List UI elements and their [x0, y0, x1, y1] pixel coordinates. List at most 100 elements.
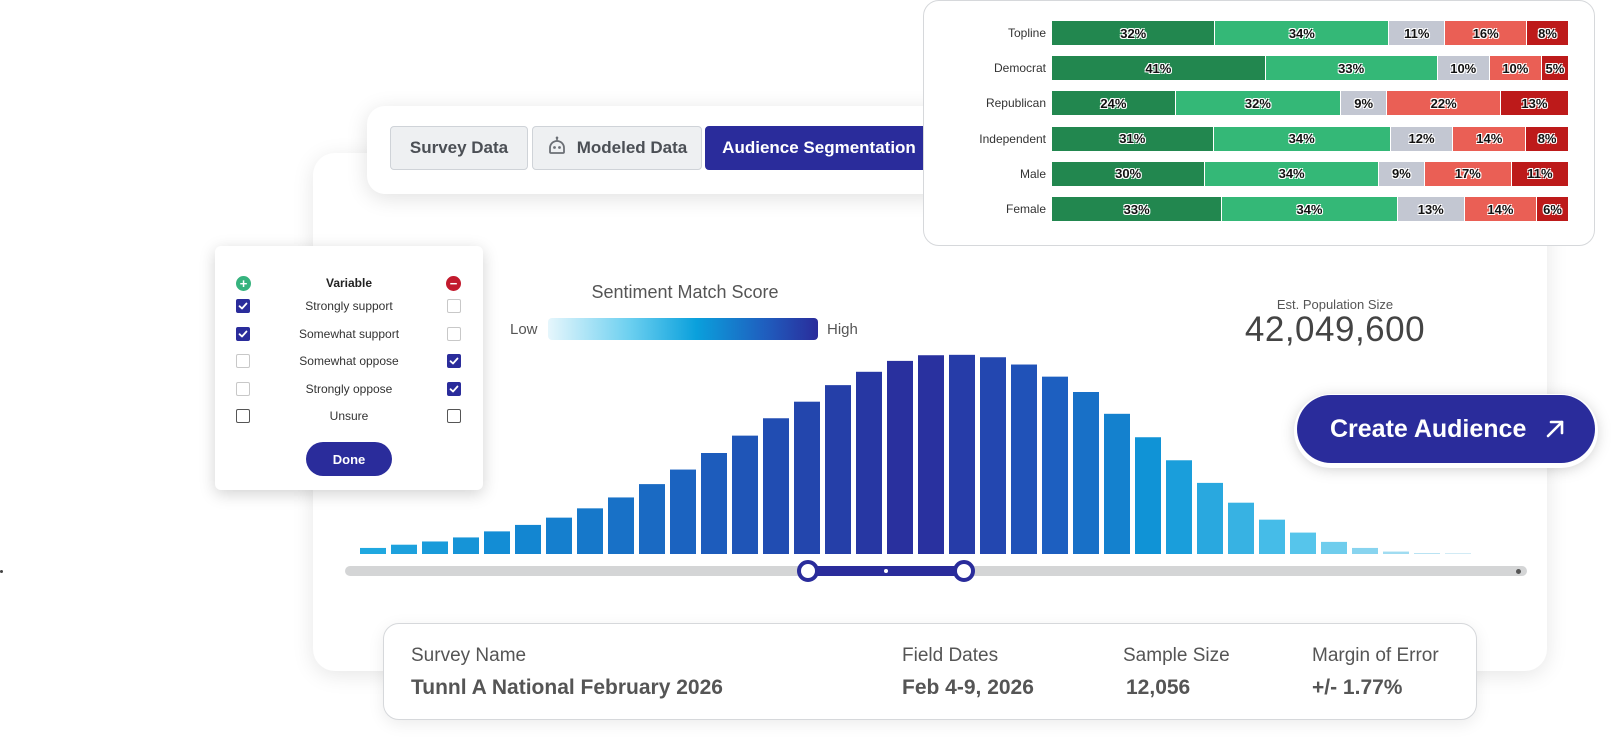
robot-icon [547, 136, 567, 161]
stacked-bar: 30% 34% 9% 17% 11% [1052, 161, 1568, 186]
variable-label: Unsure [329, 409, 369, 423]
variable-label: Strongly support [305, 299, 393, 313]
segment-row: Male 30% 34% 9% 17% 11% [924, 161, 1596, 186]
include-checkbox[interactable] [236, 381, 250, 396]
bar-segment: 17% [1424, 161, 1512, 186]
include-checkbox[interactable] [236, 409, 250, 423]
include-checkbox[interactable] [236, 299, 250, 313]
tab-label: Survey Data [409, 138, 509, 157]
segment-row: Democrat 41% 33% 10% 10% 5% [924, 56, 1596, 81]
segment-row-label: Republican [985, 96, 1046, 111]
bar-segment: 9% [1340, 91, 1388, 116]
survey-name-label: Survey Name [411, 645, 527, 666]
segment-row-label: Male [1019, 166, 1046, 181]
bar-segment: 14% [1464, 197, 1538, 221]
variable-row: Somewhat support [215, 324, 483, 344]
segment-row: Republican 24% 32% 9% 22% 13% [924, 91, 1596, 116]
margin-of-error-value: +/- 1.77% [1312, 676, 1403, 699]
create-audience-label: Create Audience [1330, 414, 1527, 443]
bar-segment: 13% [1500, 91, 1568, 116]
variable-label: Strongly oppose [305, 381, 393, 396]
done-button[interactable]: Done [306, 442, 392, 476]
bar-segment: 32% [1175, 91, 1341, 116]
bar-segment: 12% [1390, 126, 1454, 151]
tab-label: Modeled Data [576, 138, 688, 157]
bar-segment: 9% [1378, 161, 1425, 186]
sentiment-low-label: Low [510, 321, 538, 338]
bar-segment: 34% [1213, 126, 1391, 151]
segment-row: Female 33% 34% 13% 14% 6% [924, 197, 1596, 221]
bar-segment: 41% [1052, 56, 1266, 81]
bar-segment: 33% [1265, 56, 1438, 81]
stacked-bar: 33% 34% 13% 14% 6% [1052, 197, 1568, 221]
tab-modeled-data[interactable]: Modeled Data [532, 126, 702, 170]
bar-segment: 8% [1527, 21, 1568, 45]
bar-segment: 32% [1052, 21, 1216, 45]
variable-row: Strongly oppose [215, 379, 483, 399]
sentiment-title: Sentiment Match Score [591, 282, 779, 302]
field-dates-value: Feb 4-9, 2026 [902, 676, 1034, 699]
bar-segment: 16% [1445, 21, 1528, 45]
variable-header-row: + Variable − [215, 273, 483, 293]
variable-label: Somewhat oppose [299, 354, 399, 368]
segment-row: Independent 31% 34% 12% 14% 8% [924, 126, 1596, 151]
segment-row-label: Female [1005, 202, 1046, 216]
stray-dot [0, 570, 3, 573]
survey-name-value: Tunnl A National February 2026 [411, 676, 723, 699]
variable-filter-panel: + Variable − Strongly support Somewhat su… [215, 246, 483, 490]
sentiment-high-label: High [827, 321, 858, 338]
variable-row: Strongly support [215, 296, 483, 316]
create-audience-button[interactable]: Create Audience [1297, 395, 1595, 463]
bar-segment: 22% [1387, 91, 1501, 116]
include-checkbox[interactable] [236, 326, 250, 341]
tab-survey-data[interactable]: Survey Data [390, 126, 528, 170]
bar-segment: 14% [1453, 126, 1527, 151]
exclude-checkbox[interactable] [447, 381, 461, 396]
range-handle-min[interactable] [797, 560, 819, 582]
stacked-bar: 24% 32% 9% 22% 13% [1052, 91, 1568, 116]
bar-segment: 31% [1052, 126, 1214, 151]
exclude-checkbox[interactable] [447, 326, 461, 341]
stacked-bar: 31% 34% 12% 14% 8% [1052, 126, 1568, 151]
stacked-bar: 32% 34% 11% 16% 8% [1052, 21, 1568, 45]
bar-segment: 11% [1511, 161, 1568, 186]
exclude-checkbox[interactable] [447, 409, 461, 423]
include-checkbox[interactable] [236, 354, 250, 368]
bar-segment: 34% [1215, 21, 1390, 45]
bar-segment: 13% [1397, 197, 1465, 221]
bar-segment: 24% [1052, 91, 1176, 116]
stacked-bar: 41% 33% 10% 10% 5% [1052, 56, 1568, 81]
exclude-checkbox[interactable] [447, 354, 461, 368]
variable-header: Variable [325, 276, 373, 290]
tab-audience-segmentation[interactable]: Audience Segmentation [705, 126, 933, 170]
bar-segment: 10% [1489, 56, 1542, 81]
sample-size-label: Sample Size [1123, 645, 1230, 666]
segment-breakdown-chart: Topline 32% 34% 11% 16% 8% Democrat 41% 33% 10% 10… [923, 0, 1595, 246]
view-tabs: Survey Data Modeled Data Audience Segmen… [367, 106, 953, 194]
bar-segment: 5% [1541, 56, 1568, 81]
population-value: 42,049,600 [1244, 310, 1426, 349]
segment-row: Topline 32% 34% 11% 16% 8% [924, 21, 1596, 45]
exclude-checkbox[interactable] [447, 299, 461, 313]
segment-row-label: Topline [1007, 26, 1046, 40]
include-plus-icon[interactable]: + [236, 275, 251, 291]
range-handle-max[interactable] [953, 560, 975, 582]
arrow-up-right-icon [1543, 417, 1567, 446]
margin-of-error-label: Margin of Error [1312, 645, 1439, 666]
range-center-dot [884, 569, 888, 573]
tab-label: Audience Segmentation [722, 138, 916, 157]
variable-row: Unsure [215, 406, 483, 426]
bar-segment: 30% [1052, 161, 1206, 186]
bar-segment: 11% [1389, 21, 1446, 45]
survey-info-card: Survey Name Tunnl A National February 20… [383, 623, 1477, 720]
bar-segment: 34% [1222, 197, 1398, 221]
bar-segment: 10% [1437, 56, 1490, 81]
bar-segment: 6% [1537, 197, 1568, 221]
exclude-minus-icon[interactable]: − [446, 275, 461, 291]
range-end-dot [1516, 569, 1521, 574]
variable-row: Somewhat oppose [215, 351, 483, 371]
segment-row-label: Democrat [993, 61, 1046, 76]
population-label: Est. Population Size [1276, 297, 1394, 312]
segment-row-label: Independent [979, 131, 1046, 146]
variable-label: Somewhat support [298, 326, 400, 341]
